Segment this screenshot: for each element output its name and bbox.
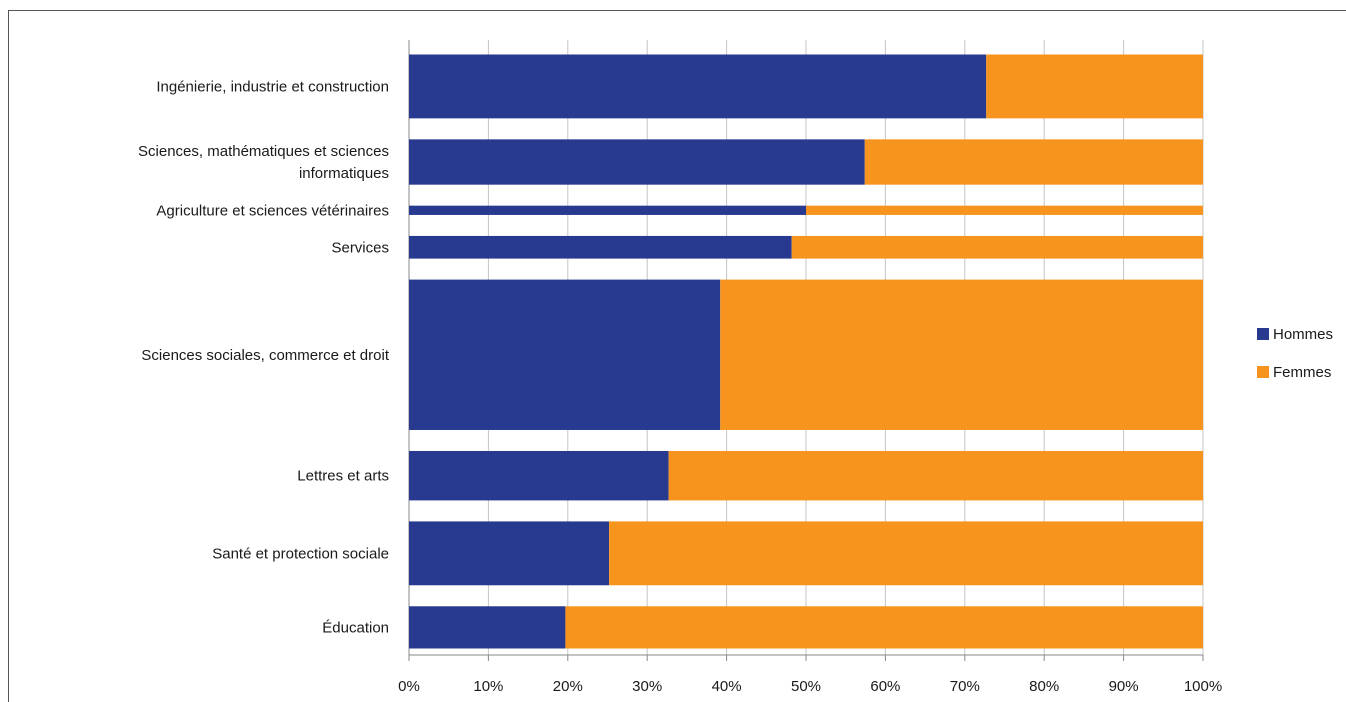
bar-hommes [409, 521, 610, 586]
legend-label-femmes: Femmes [1273, 364, 1331, 381]
bar-hommes [409, 235, 792, 259]
x-tick-label: 50% [791, 678, 821, 695]
legend-swatch-hommes [1257, 328, 1269, 340]
legend-swatch-femmes [1257, 366, 1269, 378]
legend: Hommes Femmes [1257, 326, 1333, 381]
bar-hommes [409, 54, 987, 119]
x-axis: 0% 10% 20% 30% 40% 50% 60% 70% 80% 90% 100% [398, 654, 1222, 695]
category-label: Lettres et arts [297, 468, 389, 485]
x-tick-label: 10% [473, 678, 503, 695]
chart-frame [8, 10, 1346, 702]
x-tick-label: 60% [870, 678, 900, 695]
bar-hommes [409, 606, 566, 649]
x-tick-label: 80% [1029, 678, 1059, 695]
x-tick-label: 0% [398, 678, 420, 695]
category-label: Agriculture et sciences vétérinaires [156, 202, 389, 219]
bar-hommes [409, 279, 721, 430]
x-tick-label: 20% [553, 678, 583, 695]
bar-hommes [409, 450, 669, 501]
category-label: Services [331, 239, 389, 256]
legend-label-hommes: Hommes [1273, 326, 1333, 343]
category-label: Sciences sociales, commerce et droit [141, 347, 389, 364]
x-tick-label: 90% [1109, 678, 1139, 695]
bar-femmes [791, 235, 1203, 259]
x-tick-label: 100% [1184, 678, 1222, 695]
bar-hommes [409, 139, 865, 185]
category-label: Éducation [322, 619, 389, 636]
category-label: Sciences, mathématiques et sciences [138, 143, 389, 160]
bars [409, 54, 1203, 649]
category-label: Santé et protection sociale [212, 545, 389, 562]
x-tick-label: 70% [950, 678, 980, 695]
x-tick-label: 40% [712, 678, 742, 695]
bar-femmes [565, 606, 1203, 649]
bar-femmes [806, 205, 1203, 215]
bar-femmes [609, 521, 1203, 586]
bar-femmes [720, 279, 1203, 430]
category-label: informatiques [299, 165, 389, 182]
bar-hommes [409, 205, 806, 215]
category-labels: Ingénierie, industrie et construction Sci… [138, 78, 390, 636]
bar-femmes [986, 54, 1203, 119]
bar-femmes [864, 139, 1203, 185]
category-label: Ingénierie, industrie et construction [156, 78, 389, 95]
bar-femmes [668, 450, 1203, 501]
x-tick-label: 30% [632, 678, 662, 695]
